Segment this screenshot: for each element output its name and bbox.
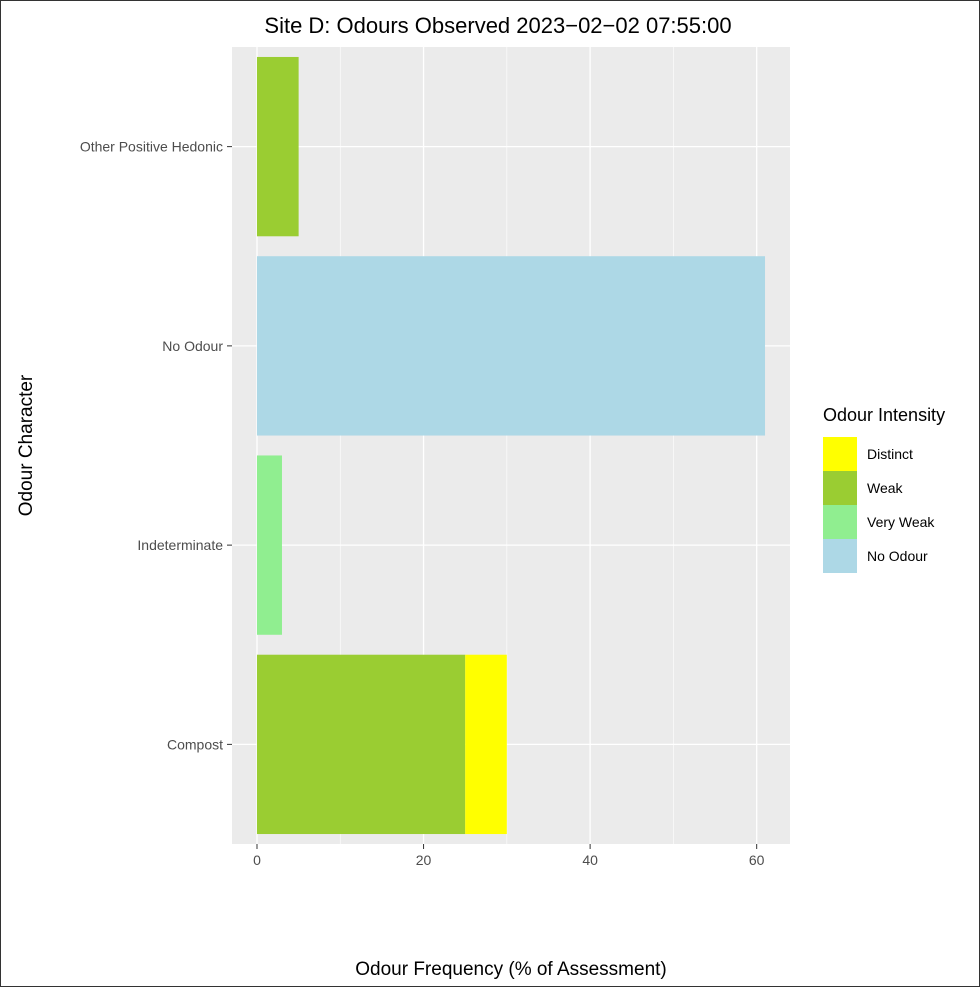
bar-indeterminate-very-weak: [256, 455, 282, 635]
y-tick-label: Indeterminate: [137, 537, 223, 553]
y-tick-label: Compost: [167, 736, 223, 752]
bar-other-positive-hedonic-weak: [256, 56, 299, 237]
x-tick-label: 60: [749, 852, 765, 868]
legend-swatch-weak: [823, 471, 857, 505]
y-axis: Compost Indeterminate No Odour Other Positi…: [80, 139, 232, 752]
legend-title: Odour Intensity: [823, 405, 945, 425]
x-axis: 0 20 40 60: [253, 844, 765, 868]
y-tick-label: No Odour: [162, 338, 223, 354]
legend: Odour Intensity Distinct Weak Very Weak No …: [823, 405, 945, 573]
y-axis-title: Odour Character: [16, 374, 37, 516]
bar-compost-distinct: [465, 654, 507, 835]
x-tick-label: 20: [416, 852, 432, 868]
bar-no-odour-no-odour: [256, 256, 766, 436]
chart-title: Site D: Odours Observed 2023−02−02 07:55…: [264, 13, 731, 38]
x-tick-label: 0: [253, 852, 261, 868]
legend-label-weak: Weak: [867, 480, 904, 496]
bars: [256, 56, 766, 835]
legend-swatch-very-weak: [823, 505, 857, 539]
legend-swatch-no-odour: [823, 539, 857, 573]
y-tick-label: Other Positive Hedonic: [80, 139, 223, 155]
legend-label-very-weak: Very Weak: [867, 514, 935, 530]
legend-swatch-distinct: [823, 437, 857, 471]
bar-compost-weak: [256, 654, 466, 835]
x-axis-title: Odour Frequency (% of Assessment): [355, 959, 667, 980]
legend-label-no-odour: No Odour: [867, 548, 928, 564]
legend-label-distinct: Distinct: [867, 446, 913, 462]
x-tick-label: 40: [582, 852, 598, 868]
